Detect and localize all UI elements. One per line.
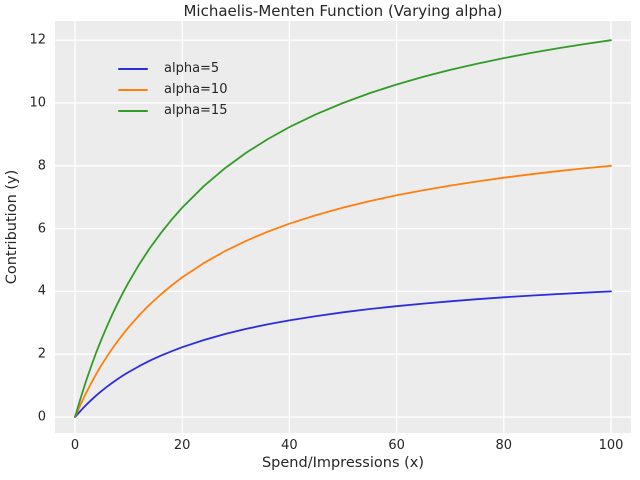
legend-label: alpha=15 (164, 103, 228, 118)
legend-row: alpha=15 (118, 100, 227, 121)
legend-label: alpha=5 (164, 61, 220, 76)
y-tick-label: 2 (37, 346, 46, 362)
x-axis-label: Spend/Impressions (x) (261, 455, 425, 471)
plot-area: alpha=5 alpha=10 alpha=15 (55, 21, 631, 433)
y-tick-label: 6 (37, 221, 46, 237)
x-tick-label: 80 (495, 438, 513, 453)
series-line-alpha=15 (74, 39, 612, 418)
plot-svg (55, 21, 631, 433)
x-tick-label: 0 (70, 438, 80, 453)
x-tick-label: 20 (173, 438, 191, 453)
series-line-alpha=5 (74, 290, 612, 418)
series-line-alpha=10 (74, 164, 612, 418)
legend-line-swatch (118, 88, 148, 91)
x-tick-label: 40 (281, 438, 298, 453)
y-tick-label: 0 (37, 409, 46, 425)
legend-line-swatch (118, 109, 148, 112)
y-tick-label: 10 (29, 95, 46, 111)
legend-line-swatch (118, 67, 148, 70)
x-tick-label: 100 (598, 438, 624, 453)
legend: alpha=5 alpha=10 alpha=15 (118, 58, 227, 121)
y-tick-label: 12 (29, 32, 46, 48)
x-tick-label: 60 (388, 438, 405, 453)
legend-label: alpha=10 (164, 82, 228, 97)
legend-row: alpha=5 (118, 58, 227, 79)
legend-row: alpha=10 (118, 79, 227, 100)
y-tick-label: 8 (37, 158, 46, 174)
y-tick-label: 4 (37, 283, 46, 299)
chart-title: Michaelis-Menten Function (Varying alpha… (183, 2, 503, 20)
